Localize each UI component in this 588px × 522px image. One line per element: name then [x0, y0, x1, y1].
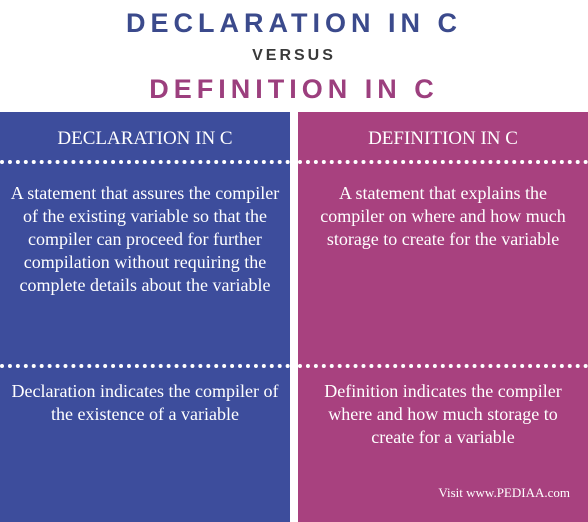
- definition-meaning-cell: A statement that explains the compiler o…: [320, 183, 566, 249]
- dotted-divider: [0, 160, 290, 164]
- definition-column-heading: DEFINITION IN C: [368, 128, 518, 149]
- definition-purpose-cell: Definition indicates the compiler where …: [324, 381, 562, 447]
- declaration-column: DECLARATION IN C A statement that assure…: [0, 112, 290, 522]
- declaration-title: DECLARATION IN C: [126, 8, 462, 38]
- declaration-column-heading: DECLARATION IN C: [57, 128, 233, 149]
- declaration-purpose-cell: Declaration indicates the compiler of th…: [11, 381, 279, 424]
- dotted-divider: [0, 364, 290, 368]
- versus-label: VERSUS: [252, 47, 336, 64]
- dotted-divider: [298, 364, 588, 368]
- comparison-header: DECLARATION IN C VERSUS DEFINITION IN C: [0, 0, 588, 112]
- declaration-meaning-cell: A statement that assures the compiler of…: [10, 183, 280, 295]
- definition-column: DEFINITION IN C A statement that explain…: [298, 112, 588, 522]
- dotted-divider: [298, 160, 588, 164]
- source-credit: Visit www.PEDIAA.com: [438, 485, 570, 500]
- definition-title: DEFINITION IN C: [149, 74, 439, 104]
